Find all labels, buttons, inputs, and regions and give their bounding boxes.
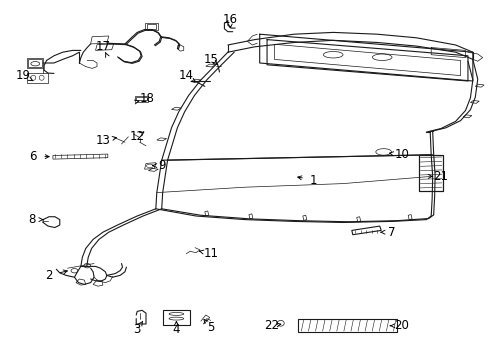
Text: 5: 5 [207, 321, 215, 334]
Text: 3: 3 [133, 323, 141, 336]
Text: 8: 8 [28, 213, 36, 226]
Text: 17: 17 [96, 40, 110, 53]
Text: 19: 19 [16, 69, 31, 82]
Text: 1: 1 [310, 174, 318, 186]
Text: 9: 9 [158, 159, 166, 172]
Text: 14: 14 [179, 69, 194, 82]
Text: 12: 12 [130, 130, 145, 143]
Text: 20: 20 [394, 319, 409, 332]
Text: 13: 13 [96, 134, 110, 147]
Text: 22: 22 [265, 319, 279, 332]
Text: 7: 7 [388, 226, 396, 239]
Text: 4: 4 [172, 323, 180, 336]
Text: 15: 15 [203, 53, 218, 66]
Text: 11: 11 [203, 247, 218, 260]
Text: 21: 21 [434, 170, 448, 183]
Text: 2: 2 [45, 269, 53, 282]
Text: 16: 16 [223, 13, 238, 26]
Text: 6: 6 [29, 150, 37, 163]
Text: 18: 18 [140, 93, 154, 105]
Text: 10: 10 [394, 148, 409, 161]
